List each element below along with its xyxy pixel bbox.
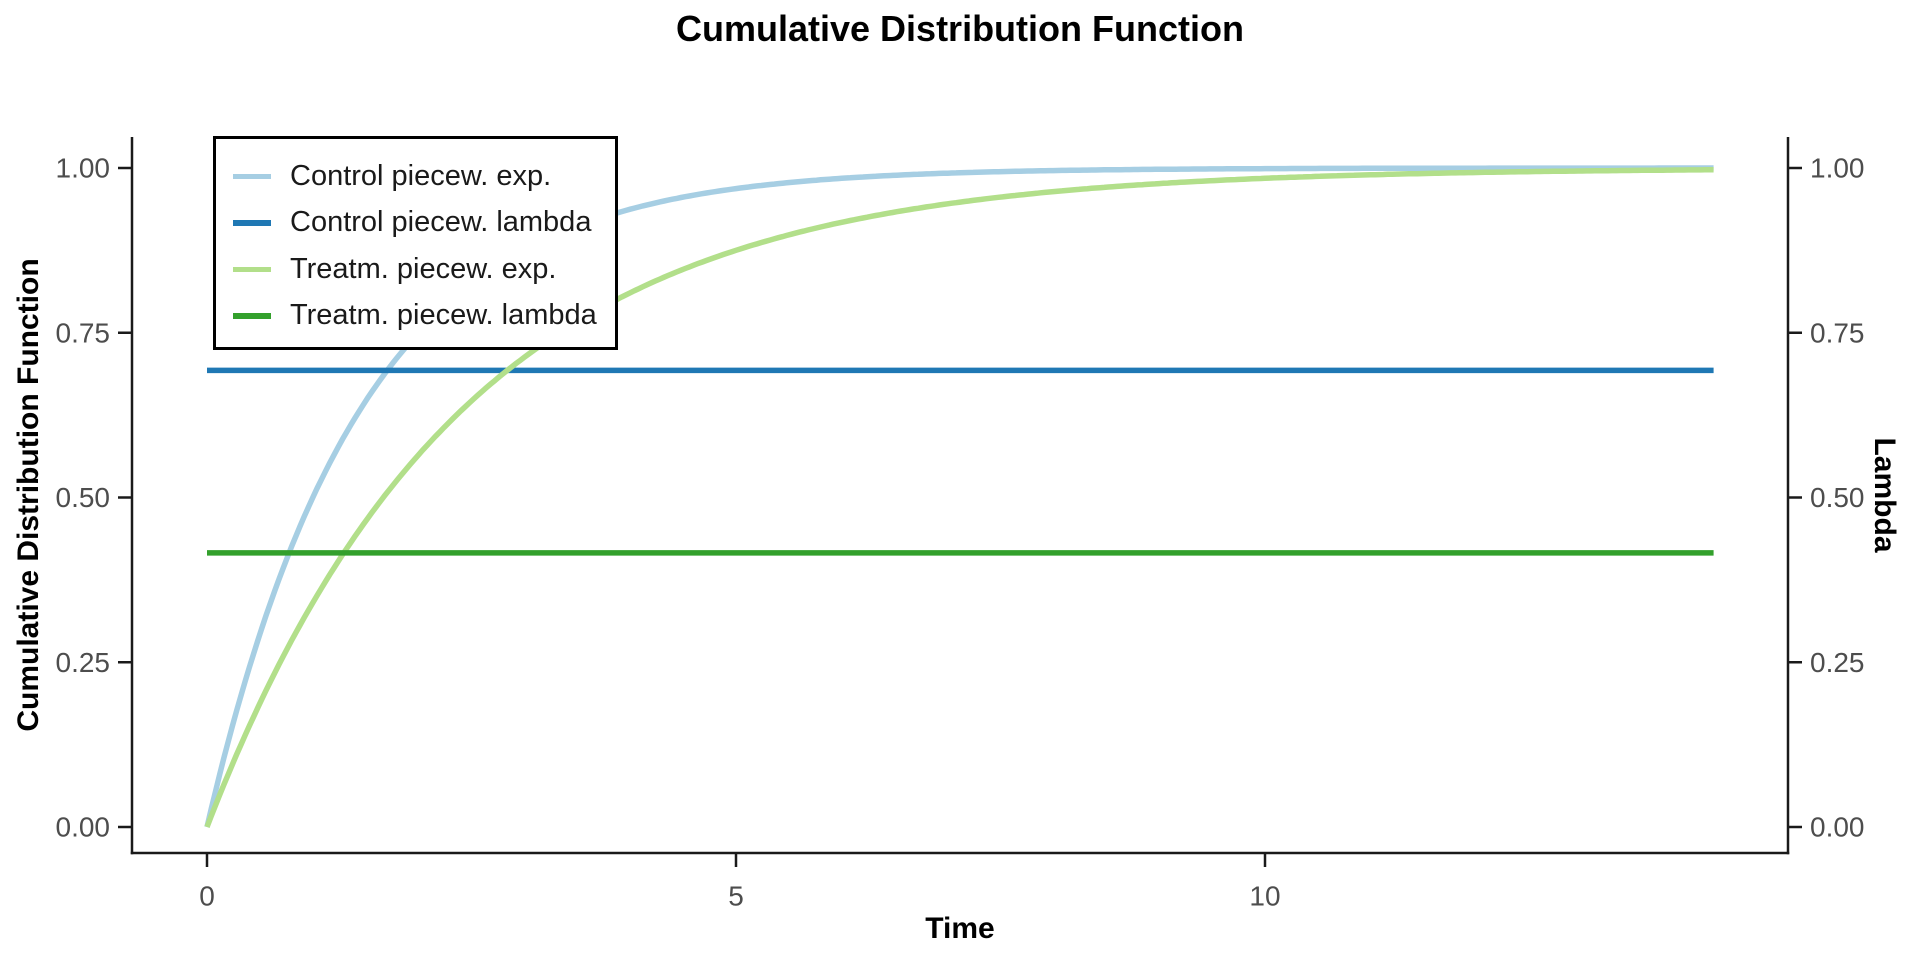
legend-item: Treatm. piecew. exp. [216,246,615,293]
y-tick-label-right: 0.25 [1810,647,1865,678]
y-tick-label-left: 0.75 [56,317,111,348]
y-tick-label-right: 0.00 [1810,812,1865,843]
legend-key-line [233,313,271,319]
y-tick-label-left: 0.00 [56,812,111,843]
legend-item-label: Control piecew. exp. [290,159,552,192]
legend-item: Control piecew. lambda [216,200,615,247]
legend-box: Control piecew. exp. Control piecew. lamb… [213,136,618,350]
legend-item-label: Control piecew. lambda [290,206,592,239]
legend-item: Treatm. piecew. lambda [216,293,615,340]
y-tick-label-right: 0.50 [1810,482,1865,513]
legend-item: Control piecew. exp. [216,153,615,200]
legend-key-line [233,220,271,226]
y-tick-label-left: 0.25 [56,647,111,678]
legend-key-line [233,173,271,179]
y-axis-title-left: Cumulative Distribution Function [12,258,45,732]
x-tick-label: 5 [728,881,744,912]
x-axis-title: Time [925,912,995,945]
chart-title: Cumulative Distribution Function [676,8,1244,49]
legend-key-line [233,266,271,272]
series-curve-2 [204,167,1714,828]
y-axis-title-right: Lambda [1868,437,1901,553]
legend-item-label: Treatm. piecew. lambda [290,299,597,332]
x-tick-label: 10 [1249,881,1280,912]
x-tick-label: 0 [199,881,215,912]
y-tick-label-right: 0.75 [1810,317,1865,348]
y-tick-label-right: 1.00 [1810,153,1865,184]
y-tick-label-left: 1.00 [56,153,111,184]
y-tick-label-left: 0.50 [56,482,111,513]
legend-item-label: Treatm. piecew. exp. [290,252,557,285]
